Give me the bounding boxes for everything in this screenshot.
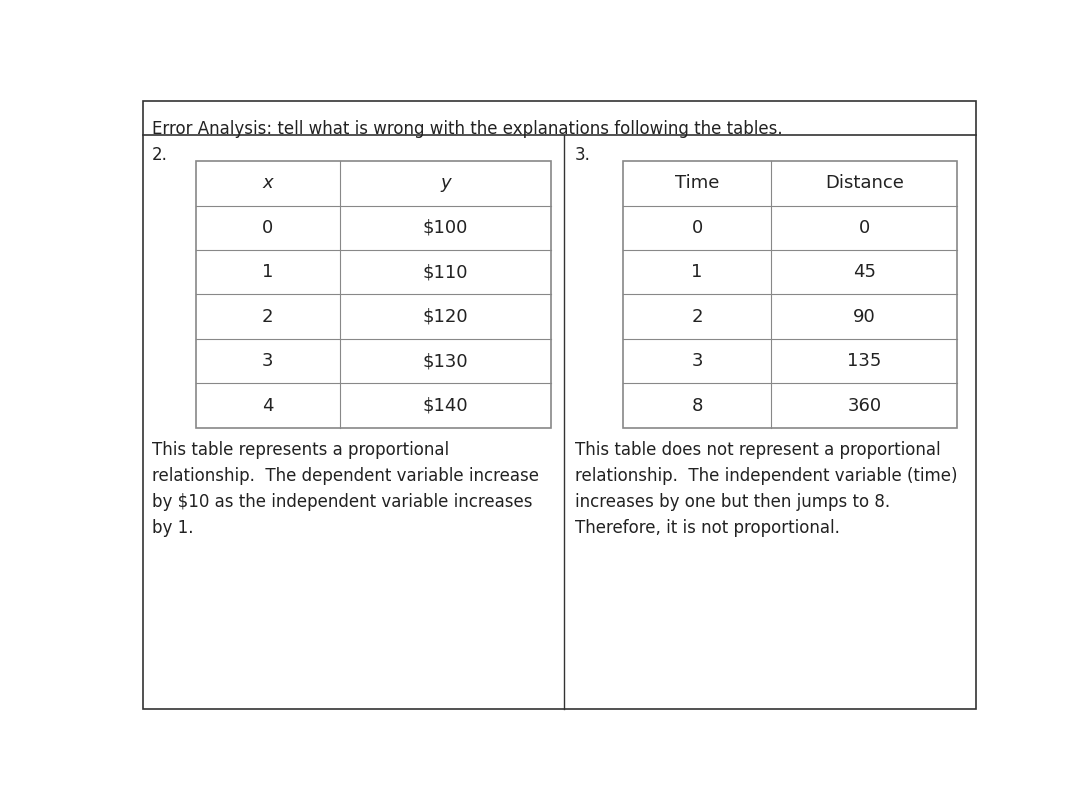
Text: x: x [262, 174, 273, 192]
Text: This table does not represent a proportional
relationship.  The independent vari: This table does not represent a proporti… [574, 441, 958, 537]
Text: Distance: Distance [824, 174, 904, 192]
FancyBboxPatch shape [195, 161, 551, 427]
Text: 0: 0 [691, 219, 703, 237]
Text: 8: 8 [691, 397, 703, 415]
Text: 135: 135 [847, 352, 881, 371]
Text: 1: 1 [691, 263, 703, 282]
Text: Error Analysis: tell what is wrong with the explanations following the tables.: Error Analysis: tell what is wrong with … [152, 119, 782, 138]
FancyBboxPatch shape [143, 101, 976, 709]
Text: $100: $100 [423, 219, 468, 237]
Text: $130: $130 [423, 352, 468, 371]
Text: 360: 360 [847, 397, 881, 415]
Text: 45: 45 [853, 263, 876, 282]
Text: 3: 3 [262, 352, 273, 371]
Text: y: y [440, 174, 451, 192]
Text: $120: $120 [423, 308, 468, 326]
Text: 1: 1 [262, 263, 273, 282]
Text: $140: $140 [423, 397, 468, 415]
Text: Time: Time [675, 174, 720, 192]
Text: 90: 90 [853, 308, 876, 326]
Text: 4: 4 [262, 397, 273, 415]
Text: This table represents a proportional
relationship.  The dependent variable incre: This table represents a proportional rel… [152, 441, 538, 537]
Text: 3: 3 [691, 352, 703, 371]
Text: 2.: 2. [152, 146, 167, 164]
Text: 0: 0 [858, 219, 870, 237]
FancyBboxPatch shape [624, 161, 958, 427]
Text: $110: $110 [423, 263, 468, 282]
Text: 3.: 3. [574, 146, 591, 164]
Text: 0: 0 [262, 219, 273, 237]
Text: 2: 2 [691, 308, 703, 326]
Text: 2: 2 [262, 308, 273, 326]
